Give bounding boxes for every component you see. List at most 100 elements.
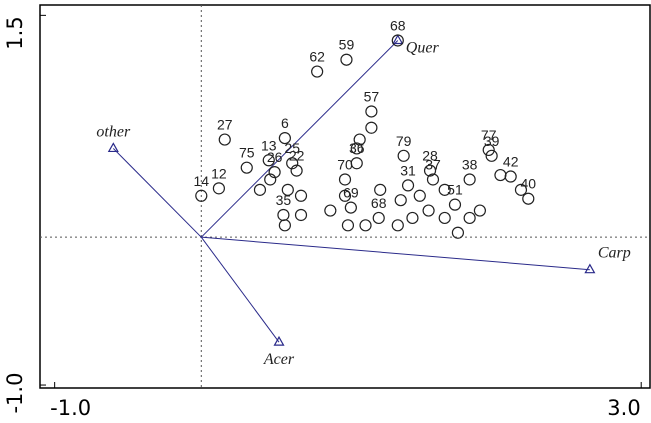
sample-label: 62 bbox=[309, 49, 325, 65]
sample-point bbox=[438, 211, 451, 225]
sample-point bbox=[324, 204, 337, 217]
sample-point bbox=[338, 189, 352, 202]
sample-point bbox=[344, 201, 357, 214]
sample-point bbox=[391, 34, 404, 47]
sample-point bbox=[286, 157, 299, 170]
sample-point bbox=[485, 149, 498, 162]
sample-point bbox=[482, 143, 495, 157]
sample-point bbox=[422, 204, 435, 217]
species-arrow bbox=[200, 40, 399, 238]
x-tick-label: 3.0 bbox=[607, 396, 640, 420]
sample-label: 36 bbox=[349, 140, 365, 156]
sample-point bbox=[278, 219, 291, 232]
sample-label: 75 bbox=[239, 145, 255, 161]
sample-label: 25 bbox=[284, 140, 300, 156]
sample-label: 28 bbox=[422, 148, 438, 164]
sample-label: 77 bbox=[481, 127, 497, 143]
sample-label: 14 bbox=[194, 173, 210, 189]
sample-point bbox=[463, 211, 476, 225]
y-tick-label: -1.0 bbox=[3, 373, 27, 414]
sample-point bbox=[353, 133, 366, 146]
sample-label: 69 bbox=[343, 185, 359, 201]
sample-point bbox=[365, 121, 378, 134]
sample-point bbox=[522, 192, 535, 205]
y-tick-label: 1.5 bbox=[3, 16, 27, 49]
sample-label: 38 bbox=[462, 156, 478, 172]
species-label: Acer bbox=[263, 351, 295, 368]
sample-point bbox=[504, 170, 517, 183]
sample-label: 39 bbox=[484, 133, 500, 149]
sample-label: 26 bbox=[267, 149, 283, 165]
sample-point bbox=[448, 198, 462, 211]
sample-point bbox=[413, 189, 426, 202]
sample-point bbox=[311, 65, 324, 78]
sample-point bbox=[262, 154, 275, 167]
sample-label: 6 bbox=[281, 115, 289, 131]
sample-label: 68 bbox=[390, 17, 406, 33]
sample-label: 35 bbox=[276, 192, 292, 208]
sample-point bbox=[278, 131, 291, 145]
arrow-head bbox=[107, 142, 119, 153]
x-tick-label: -1.0 bbox=[50, 396, 91, 420]
sample-point bbox=[359, 219, 372, 232]
sample-point bbox=[340, 53, 353, 66]
sample-point bbox=[426, 173, 440, 186]
sample-point bbox=[394, 194, 407, 207]
sample-point bbox=[451, 226, 465, 239]
sample-point bbox=[401, 179, 415, 192]
sample-point bbox=[281, 183, 294, 196]
sample-point bbox=[374, 183, 387, 196]
sample-label: 31 bbox=[400, 162, 416, 178]
species-arrow bbox=[112, 148, 202, 238]
sample-point bbox=[406, 211, 419, 225]
arrow-head bbox=[392, 34, 404, 45]
sample-point bbox=[253, 183, 267, 196]
sample-point bbox=[277, 208, 290, 222]
sample-point bbox=[290, 164, 303, 177]
sample-point bbox=[264, 173, 277, 186]
sample-label: 70 bbox=[337, 156, 353, 172]
sample-label: 42 bbox=[503, 154, 519, 170]
species-arrow bbox=[201, 236, 590, 271]
sample-point bbox=[341, 219, 355, 232]
sample-point bbox=[294, 208, 308, 222]
sample-label: 59 bbox=[339, 37, 355, 53]
sample-point bbox=[218, 133, 231, 146]
species-label: Carp bbox=[598, 245, 631, 262]
sample-label: 40 bbox=[521, 176, 537, 192]
sample-label: 13 bbox=[261, 137, 277, 153]
sample-point bbox=[195, 189, 208, 202]
sample-label: 37 bbox=[425, 156, 441, 172]
sample-label: 12 bbox=[211, 165, 227, 181]
arrow-head bbox=[584, 263, 596, 274]
sample-point bbox=[338, 173, 352, 186]
species-label: other bbox=[96, 123, 131, 140]
sample-label: 68 bbox=[371, 195, 387, 211]
sample-point bbox=[423, 164, 437, 177]
sample-point bbox=[350, 157, 363, 170]
plot-frame bbox=[39, 4, 651, 389]
sample-point bbox=[212, 182, 225, 195]
sample-point bbox=[294, 189, 308, 202]
sample-point bbox=[397, 149, 410, 162]
sample-point bbox=[463, 173, 476, 186]
sample-label: 27 bbox=[217, 117, 233, 133]
sample-point bbox=[240, 161, 253, 174]
sample-point bbox=[350, 142, 363, 155]
sample-point bbox=[473, 204, 487, 217]
sample-point bbox=[391, 219, 404, 232]
sample-label: 22 bbox=[289, 148, 305, 164]
arrow-head bbox=[273, 335, 285, 346]
sample-point bbox=[494, 168, 507, 182]
sample-point bbox=[514, 183, 528, 196]
species-arrow bbox=[200, 236, 280, 343]
sample-label: 51 bbox=[447, 182, 463, 198]
sample-label: 79 bbox=[396, 133, 412, 149]
sample-point bbox=[268, 166, 281, 179]
species-label: Quer bbox=[406, 39, 440, 56]
sample-point bbox=[372, 211, 385, 225]
sample-point bbox=[365, 105, 378, 118]
sample-label: 57 bbox=[364, 88, 380, 104]
sample-point bbox=[438, 183, 451, 196]
